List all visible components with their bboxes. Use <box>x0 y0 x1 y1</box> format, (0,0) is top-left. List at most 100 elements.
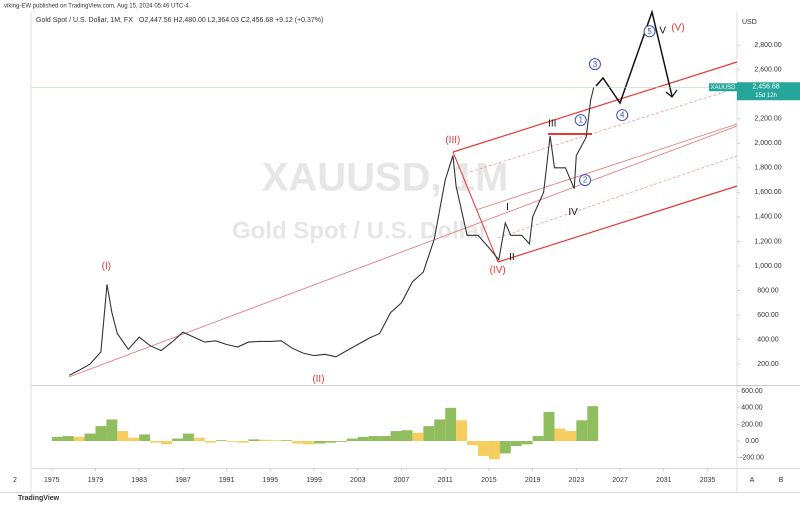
oscillator-bar <box>204 441 216 443</box>
symbol-title: Gold Spot / U.S. Dollar, 1M, FX <box>36 17 133 24</box>
y-tick-label: 2,200.00 <box>754 116 781 123</box>
x-tick-label: 1975 <box>44 477 60 484</box>
y-tick-label: 1,400.00 <box>754 214 781 221</box>
wave-label: (II) <box>312 374 324 385</box>
wave-label: 5 <box>647 27 652 36</box>
currency: USD <box>742 19 757 26</box>
symbol-tag <box>709 83 737 92</box>
y2-tick-label: 600.00 <box>741 388 763 395</box>
y2-tick-label: 400.00 <box>741 405 763 412</box>
oscillator-bar <box>423 426 435 442</box>
oscillator-bar <box>434 419 446 442</box>
wave-circle <box>574 114 587 127</box>
wave-label: (IV) <box>490 265 506 276</box>
oscillator-bar <box>456 420 468 442</box>
oscillator-bar <box>357 436 369 442</box>
oscillator-bar <box>324 441 336 443</box>
channel-mid <box>475 123 738 211</box>
control[interactable]: B <box>779 477 784 484</box>
projection-arrow <box>665 89 678 98</box>
oscillator-bar <box>565 431 577 442</box>
oscillator-bar <box>73 436 85 442</box>
control[interactable]: 2 <box>13 477 17 484</box>
control[interactable]: A <box>750 477 755 484</box>
oscillator-bar <box>161 441 172 445</box>
wave-label: (I) <box>102 261 111 272</box>
wave-circle <box>579 174 592 187</box>
channel-dash-lower <box>497 155 738 239</box>
x-tick-label: 2027 <box>612 477 628 484</box>
oscillator-bar <box>171 438 183 442</box>
y-tick-label: 2,600.00 <box>754 67 781 74</box>
oscillator-bar <box>270 440 282 442</box>
oscillator-bar <box>237 441 249 443</box>
oscillator-bar <box>314 441 325 444</box>
ohlc: O2,447.56 H2,480.00 L2,364.03 C2,456.68 … <box>139 17 323 24</box>
oscillator-bar <box>467 441 478 446</box>
oscillator-bar <box>193 437 205 442</box>
oscillator-bar <box>445 407 457 442</box>
x-tick-label: 2031 <box>656 477 672 484</box>
oscillator-bar <box>488 441 500 460</box>
oscillator-bar <box>292 441 304 444</box>
oscillator-bar <box>576 420 588 442</box>
oscillator-bar <box>248 439 260 442</box>
wave-label: (III) <box>445 135 460 146</box>
x-tick-label: 2035 <box>700 477 716 484</box>
oscillator-bar <box>477 441 489 456</box>
x-tick-label: 2019 <box>525 477 541 484</box>
oscillator-bar <box>106 419 118 442</box>
y2-tick-label: -200.00 <box>740 454 764 461</box>
price-tag-label: 2,456.68 <box>752 84 779 91</box>
wave-label: (V) <box>671 22 684 33</box>
watermark-subtitle: Gold Spot / U.S. Dollar <box>232 217 488 244</box>
y-tick-label: 600.00 <box>757 312 779 319</box>
channel-lower <box>497 185 738 263</box>
oscillator-bar <box>259 439 271 442</box>
wave-label: I <box>506 202 509 213</box>
oscillator-bar <box>303 441 315 445</box>
x-tick-label: 2011 <box>438 477 453 484</box>
x-tick-label: 1999 <box>306 477 322 484</box>
oscillator-bar <box>587 406 599 442</box>
y-tick-label: 200.00 <box>757 361 779 368</box>
oscillator-bar <box>390 431 402 442</box>
oscillator-bar <box>62 436 74 442</box>
wave-line <box>452 151 499 263</box>
price-tag <box>737 82 800 101</box>
publisher: viking-EW published on TradingView.com, … <box>4 4 189 10</box>
oscillator-bar <box>150 441 162 443</box>
oscillator-bar <box>281 440 293 442</box>
y-tick-label: 1,000.00 <box>754 263 781 270</box>
wave-label: 4 <box>620 111 625 120</box>
x-tick-label: 2023 <box>569 477 585 484</box>
oscillator-bar <box>139 434 151 442</box>
wave-circle <box>643 25 656 38</box>
y-tick-label: 1,200.00 <box>754 238 781 245</box>
oscillator-bar <box>412 432 424 442</box>
x-tick-label: 1995 <box>263 477 279 484</box>
wave-label: V <box>659 25 666 36</box>
wave-label: III <box>548 118 556 129</box>
y2-tick-label: 200.00 <box>741 421 763 428</box>
oscillator-bar <box>215 440 227 442</box>
oscillator-bar <box>95 426 107 442</box>
wave-label: IV <box>568 207 578 218</box>
oscillator-bar <box>379 436 391 442</box>
x-tick-label: 1983 <box>131 477 147 484</box>
price-line <box>69 87 595 376</box>
x-tick-label: 2007 <box>394 477 410 484</box>
x-tick-label: 1991 <box>219 477 235 484</box>
y-tick-label: 1,600.00 <box>754 189 781 196</box>
y-tick-label: 1,800.00 <box>754 165 781 172</box>
watermark: XAUUSD, 1M <box>262 156 509 200</box>
oscillator-bar <box>51 436 63 442</box>
countdown: 15d 12h <box>755 93 777 99</box>
projection <box>595 9 673 105</box>
x-tick-label: 1987 <box>175 477 191 484</box>
wave-label: 1 <box>578 116 583 125</box>
oscillator-bar <box>510 441 522 447</box>
y2-tick-label: 0.00 <box>745 438 759 445</box>
oscillator-bar <box>182 433 194 442</box>
